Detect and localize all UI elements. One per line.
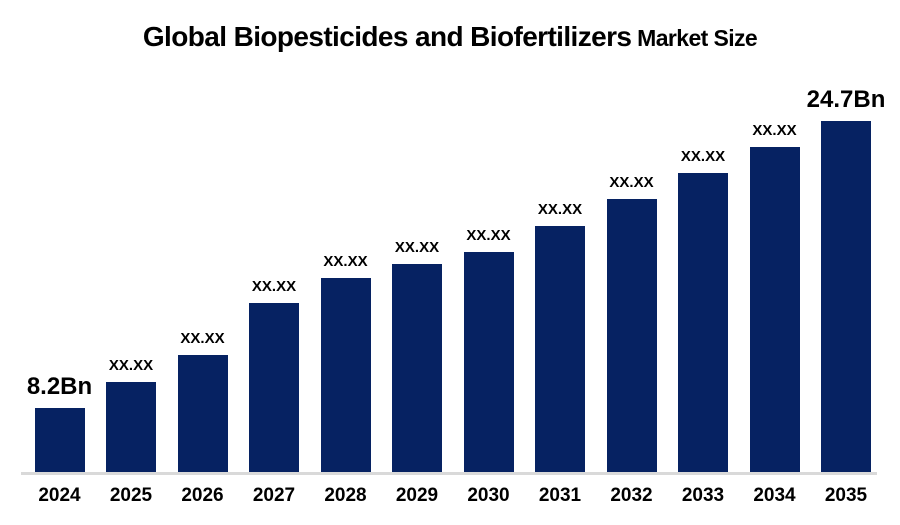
bar-2030 (463, 252, 514, 472)
x-axis-line (21, 472, 877, 475)
bar-value-label-2029: XX.XX (394, 239, 440, 256)
bar-value-label-2026: XX.XX (180, 330, 225, 347)
bar-2026 (177, 355, 228, 472)
bar-2029 (392, 264, 442, 472)
bar-value-label-2027: XX.XX (251, 278, 297, 295)
bar-2032 (606, 199, 657, 472)
bar-value-label-2031: XX.XX (537, 201, 583, 218)
x-axis-label-2028: 2028 (324, 485, 367, 506)
x-axis-label-2026: 2026 (181, 485, 224, 506)
chart-title: Global Biopesticides and Biofertilizers … (0, 21, 900, 53)
bar-value-label-2032: XX.XX (609, 174, 654, 191)
bar-2024 (34, 408, 85, 472)
x-axis-label-2025: 2025 (109, 485, 153, 506)
x-axis-label-2029: 2029 (395, 485, 439, 506)
bar-value-label-2034: XX.XX (752, 122, 797, 139)
x-axis-label-2030: 2030 (467, 485, 510, 506)
x-axis-label-2024: 2024 (38, 485, 81, 506)
bar-2025 (106, 382, 156, 472)
bar-value-label-2028: XX.XX (323, 253, 368, 270)
bar-2035 (821, 121, 871, 472)
x-axis-label-2035: 2035 (824, 485, 868, 506)
bar-2028 (320, 278, 371, 472)
bar-2031 (535, 226, 585, 472)
bar-value-label-2030: XX.XX (466, 227, 511, 244)
bar-2027 (249, 303, 299, 472)
bar-2033 (678, 173, 728, 472)
bar-value-label-2025: XX.XX (108, 357, 154, 374)
bar-value-label-2024: 8.2Bn (26, 373, 93, 400)
bar-value-label-2035: 24.7Bn (806, 86, 886, 113)
x-axis-label-2032: 2032 (610, 485, 653, 506)
x-axis-label-2031: 2031 (538, 485, 582, 506)
bar-value-label-2033: XX.XX (680, 148, 726, 165)
chart-title-main: Global Biopesticides and Biofertilizers (142, 21, 632, 52)
x-axis-label-2033: 2033 (681, 485, 725, 506)
bar-2034 (749, 147, 800, 472)
x-axis-label-2034: 2034 (753, 485, 796, 506)
x-axis-label-2027: 2027 (252, 485, 296, 506)
chart-title-suffix: Market Size (631, 25, 758, 51)
